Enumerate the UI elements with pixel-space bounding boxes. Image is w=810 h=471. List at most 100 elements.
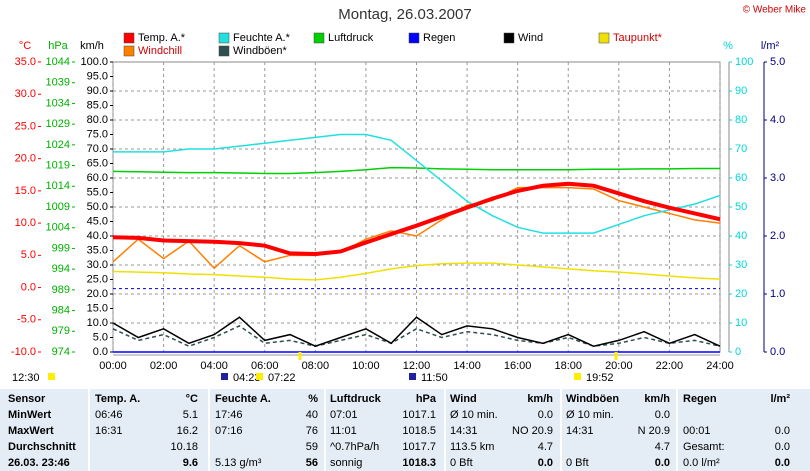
x-tick-label: 24:00 [706,360,734,372]
table-header: Regen [683,393,717,405]
chart-title: Montag, 26.03.2007 [338,6,471,23]
series-line [112,325,721,348]
table-cell: ^0.7hPa/h [330,441,380,453]
legend-swatch [123,45,135,57]
y-tick-label: 45.0 [87,215,108,227]
stats-table: Sensor Temp. A. °C Feuchte A.% Luftdruck hPa W… [0,389,810,471]
table-cell: 59 [305,441,318,453]
legend-swatch [218,45,230,57]
y-tick-label: 4.0 [770,114,785,126]
y-tick-label: 0.0 [21,281,36,293]
table-cell: 0.0 [654,457,670,469]
table-cell: 5.13 g/m³ [215,457,262,469]
table-header: Sensor [8,393,46,405]
x-tick-label: 18:00 [554,360,582,372]
legend-label: Feuchte A.* [233,32,291,44]
table-cell: 4.7 [537,441,553,453]
table-cell: Gesamt: [683,441,725,453]
legend-label: Regen [423,32,455,44]
axis-unit: hPa [48,40,68,52]
y-tick-label: 10 [735,317,747,329]
table-cell: 9.6 [182,457,198,469]
y-tick-label: 40 [735,230,747,242]
column-rule [324,389,326,471]
y-tick-label: 60.0 [87,172,108,184]
sun-icon [409,373,416,380]
y-tick-label: 5.0 [770,56,785,68]
y-tick-label: 85.0 [87,99,108,111]
sun-event: 11:50 [421,372,448,384]
legend-swatch [408,32,420,44]
sun-tick [614,352,618,360]
y-tick-label: 40.0 [87,230,108,242]
y-tick-label: 1024 [46,139,70,151]
y-tick-label: 80 [735,114,747,126]
y-tick-label: 20.0 [15,153,36,165]
axis-unit: °C [19,40,31,52]
sun-event: 12:30 [12,372,40,384]
y-tick-label: 60 [735,172,747,184]
y-tick-label: 20.0 [87,288,108,300]
sun-tick [298,352,302,360]
y-tick-label: 2.0 [770,230,785,242]
column-rule [88,389,90,471]
table-cell: N 20.9 [637,425,670,437]
y-tick-label: 35.0 [15,56,36,68]
legend-label: Temp. A.* [138,32,186,44]
table-cell: 0.0 [654,409,670,421]
table-cell: Ø 10 min. [450,409,498,421]
y-tick-label: 1019 [46,159,70,171]
y-tick-label: 20 [735,288,747,300]
y-tick-label: 0.0 [93,346,108,358]
y-tick-label: 1044 [46,56,70,68]
x-tick-label: 22:00 [656,360,684,372]
y-tick-label: 30.0 [87,259,108,271]
legend-label: Taupunkt* [613,32,663,44]
axis-unit: % [723,40,733,52]
x-tick-label: 10:00 [352,360,380,372]
table-header: % [308,393,318,405]
y-tick-label: 1.0 [770,288,785,300]
table-header: Temp. A. [95,393,141,405]
legend-swatch [503,32,515,44]
column-rule [444,389,446,471]
table-header: l/m² [770,393,790,405]
table-header: km/h [644,393,670,405]
y-tick-label: 30 [735,259,747,271]
table-cell: 0 Bft [450,457,473,469]
table-cell: 17:46 [215,409,243,421]
sun-icon [48,373,55,380]
table-cell: 5.1 [182,409,198,421]
legend-label: Luftdruck [328,32,374,44]
x-tick-label: 08:00 [302,360,330,372]
x-tick-label: 02:00 [150,360,178,372]
chart: Montag, 26.03.2007 © Weber Mike 00:00 02:… [11,5,807,384]
table-cell: 1017.1 [402,409,436,421]
table-header: Windböen [566,393,620,405]
y-tick-label: 5.0 [21,249,36,261]
table-cell: 0 Bft [566,457,589,469]
y-tick-label: 5.0 [93,331,108,343]
y-tick-label: 0 [735,346,741,358]
y-tick-label: 989 [52,284,70,296]
table-cell: 14:31 [450,425,478,437]
table-cell: 40 [305,409,318,421]
table-cell: 0.0 [774,441,790,453]
y-tick-label: 1039 [46,77,70,89]
y-tick-label: 50.0 [87,201,108,213]
y-tick-label: -5.0 [17,314,36,326]
table-cell: 0.0 [537,409,553,421]
y-tick-label: 1004 [46,222,70,234]
series-line [113,133,721,234]
y-tick-label: 25.0 [15,120,36,132]
table-cell: Durchschnitt [8,441,76,453]
sun-icon [256,373,263,380]
y-tick-label: 3.0 [770,172,785,184]
y-tick-label: 75.0 [87,128,108,140]
y-tick-label: 100 [735,56,753,68]
table-cell: 07:01 [330,409,358,421]
y-tick-label: 984 [52,304,70,316]
sun-event: 19:52 [586,372,614,384]
table-cell: 07:16 [215,425,243,437]
